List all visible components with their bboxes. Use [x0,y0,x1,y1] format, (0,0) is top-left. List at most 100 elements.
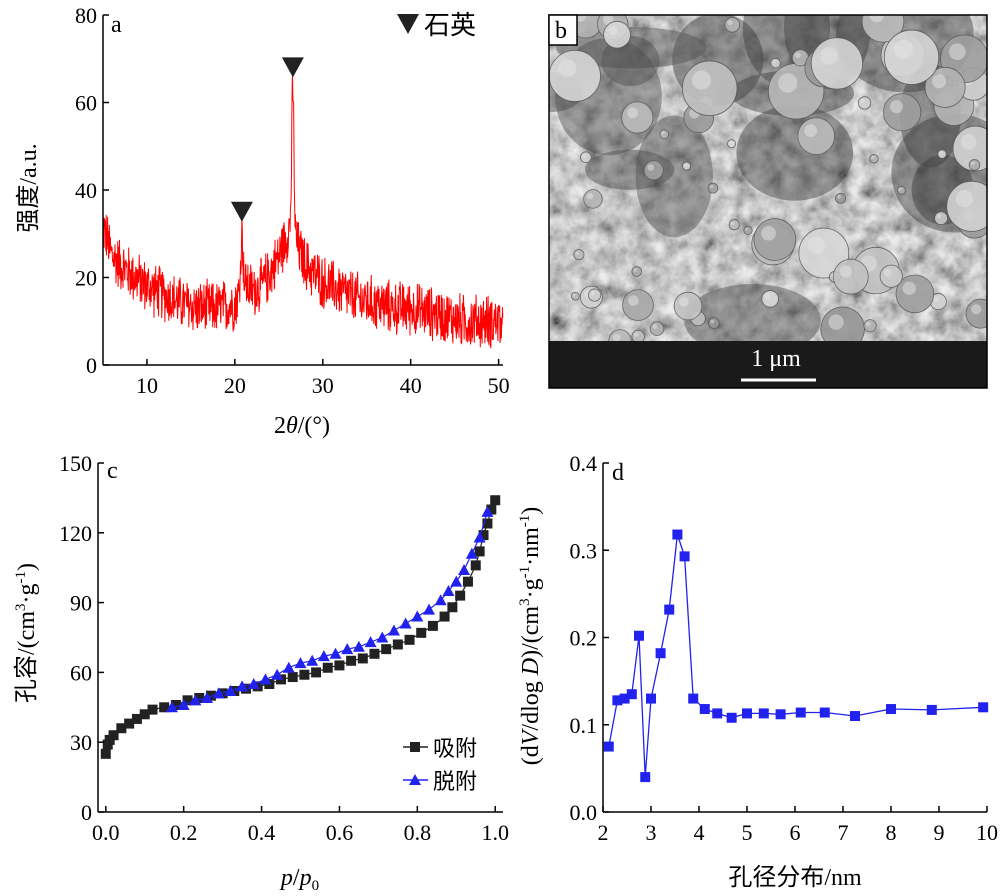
x-tick-label: 9 [934,820,945,845]
sem-particle-highlight [795,52,801,59]
sem-particle-highlight [932,74,947,89]
desorption-point [271,668,284,680]
adsorption-point [170,699,181,710]
adsorption-point [462,576,473,587]
x-tick-label: 4 [694,820,705,845]
sem-particle [869,154,879,164]
sem-particle-highlight [761,225,776,241]
sem-particle-highlight [728,141,732,144]
desorption-point [399,617,412,629]
y-tick-label: 90 [70,591,92,616]
desorption-point [201,691,214,703]
sem-particle [883,29,940,85]
sem-particle [580,151,592,164]
x-tick-label: 10 [136,373,158,398]
quartz-peak-marker [281,57,304,78]
desorption-point [450,575,463,587]
panel-c-x-label: p/p0 [279,865,319,894]
panel-b-letter: b [555,18,567,44]
y-tick-label: 150 [59,451,92,476]
adsorption-point [470,560,481,571]
adsorption-point [439,611,450,622]
panel-a-y-label: 强度/a.u. [15,143,42,232]
sem-border [548,14,988,389]
panel-b-letter-box [548,14,578,46]
adsorption-point [182,695,193,706]
sem-particle-highlight [608,25,618,36]
panel-d-y-label: (dV/dlog D)/(cm3·g-1·nm-1) [517,507,544,766]
panel-c-plot [100,495,501,759]
sem-particle [832,258,869,295]
sem-particle [631,266,643,277]
adsorption-point [482,518,493,529]
x-tick-label: 2 [598,820,609,845]
sem-particle [583,189,603,209]
sem-particle-highlight [727,20,733,26]
adsorption-point [205,690,216,701]
desorption-point [364,636,377,648]
legend-desorption-label: 脱附 [433,769,477,794]
sem-particle-highlight [586,192,594,200]
sem-particle-highlight [582,153,587,158]
sem-particle-highlight [647,164,655,171]
sem-particle-highlight [948,43,966,61]
sem-particle [753,218,797,261]
desorption-point [376,631,389,643]
sem-particle-highlight [971,161,975,166]
desorption-point [423,603,436,615]
sem-particle-highlight [575,251,580,255]
sem-particle-highlight [871,155,875,159]
adsorption-point [116,723,127,734]
sem-particle-highlight [807,236,826,255]
adsorption-point [392,639,403,650]
quartz-legend-label: 石英 [424,11,476,40]
sem-particle [835,192,847,204]
pore-distribution-point [978,702,989,713]
sem-particle [797,117,836,155]
pore-distribution-point [795,707,806,718]
desorption-point [177,698,190,710]
sem-particle-highlight [936,213,942,219]
sem-particle-highlight [602,15,614,25]
pore-distribution-point [603,741,614,752]
desorption-point [212,687,225,699]
panel-d-x-label: 孔径分布/nm [728,864,862,891]
panel-c-ticks: 0.0 0.2 0.4 0.6 0.8 1.0 0 30 60 90 120 150 [59,451,509,845]
sem-particle [708,317,720,329]
sem-particle-highlight [955,189,974,208]
panel-c-letter: c [107,458,118,484]
sem-particle-highlight [745,227,749,231]
adsorption-point [478,530,489,541]
x-tick-label: 50 [488,373,510,398]
sem-particle-highlight [883,268,892,277]
x-tick-label: 20 [224,373,246,398]
sem-particle-highlight [932,296,939,302]
x-tick-label: 0.6 [326,820,354,845]
sem-particle-highlight [710,319,715,324]
sem-particle [937,149,947,159]
sem-particle [857,96,872,110]
x-tick-label: 8 [886,820,897,845]
y-tick-label: 60 [75,91,97,116]
adsorption-point [357,653,368,664]
adsorption-point [311,667,322,678]
pore-distribution-point [742,708,752,719]
x-tick-label: 3 [646,820,657,845]
sem-particle [588,288,602,302]
sem-particle-highlight [828,314,844,330]
adsorption-point [447,602,458,613]
x-tick-label: 5 [742,820,753,845]
desorption-point [317,650,330,662]
sem-particle [946,180,987,232]
sem-particle [643,160,664,181]
sem-particle-highlight [860,98,865,104]
adsorption-point [455,590,466,601]
adsorption-point [147,704,158,715]
adsorption-point [346,655,357,666]
sem-particle [879,264,903,288]
sem-particle [863,319,877,333]
sem-particle [621,101,654,134]
sem-particle [549,49,601,102]
sem-particle-highlight [837,195,841,199]
